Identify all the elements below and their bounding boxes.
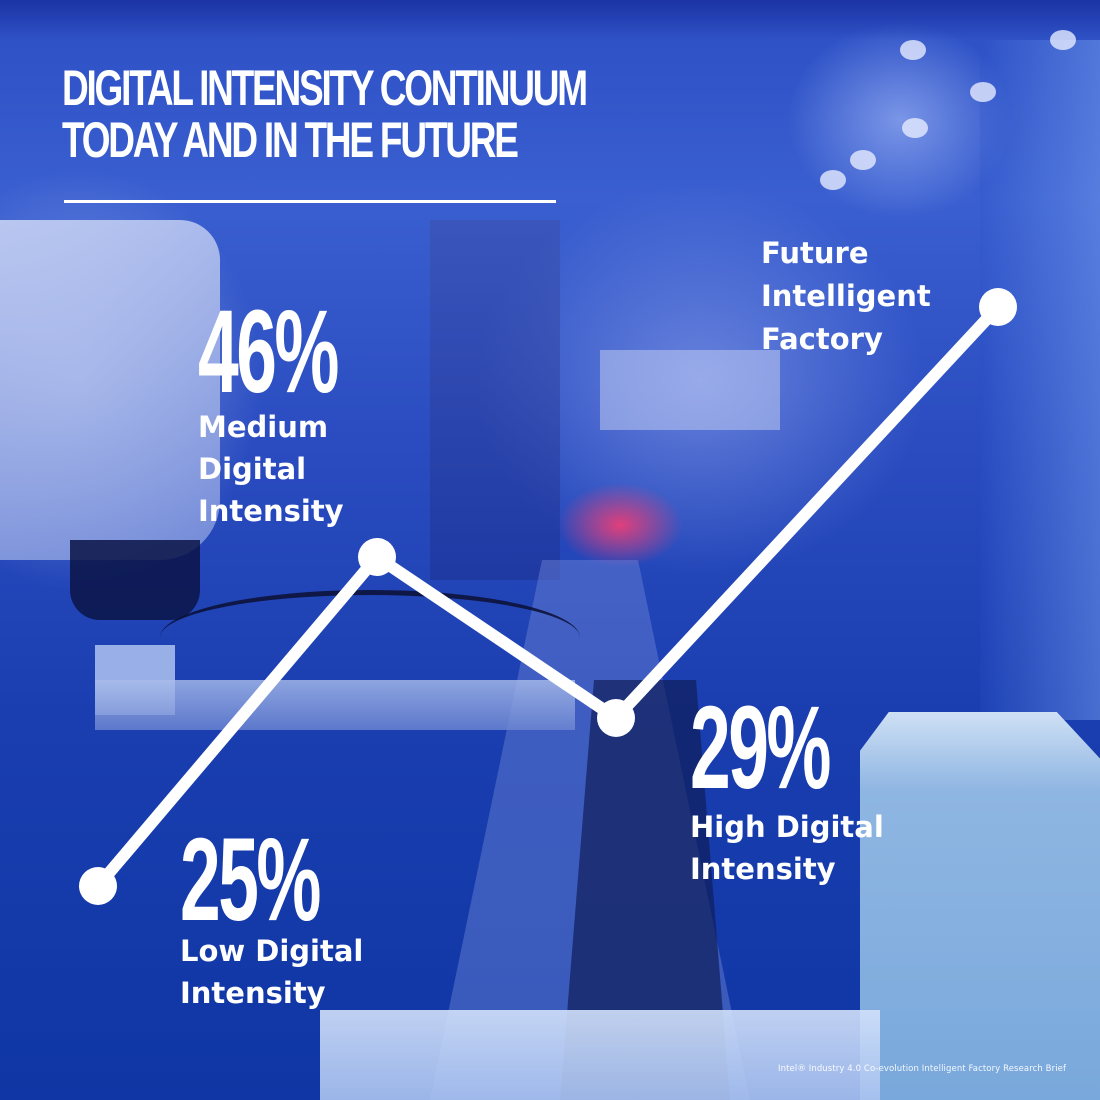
title-line-2: TODAY AND IN THE FUTURE xyxy=(62,112,519,168)
future-intelligent-factory-label: Future Intelligent Factory xyxy=(761,232,931,361)
stat-low-intensity: 25% Low Digital Intensity xyxy=(180,814,404,1014)
future-label-line: Intelligent xyxy=(761,279,931,313)
stat-medium-intensity: 46% Medium Digital Intensity xyxy=(198,286,422,532)
data-point-marker xyxy=(979,288,1017,326)
stat-label: Low Digital Intensity xyxy=(180,934,364,1010)
continuum-line xyxy=(92,301,1004,892)
stat-value: 25% xyxy=(180,814,321,946)
data-point-marker xyxy=(597,699,635,737)
stat-value: 46% xyxy=(198,286,339,418)
stat-high-intensity: 29% High Digital Intensity xyxy=(690,682,914,890)
future-label-line: Future xyxy=(761,236,869,270)
stat-label: Medium Digital Intensity xyxy=(198,410,344,528)
stat-value: 29% xyxy=(690,682,831,814)
chart-markers xyxy=(79,288,1017,905)
data-point-marker xyxy=(358,538,396,576)
data-point-marker xyxy=(79,867,117,905)
title-divider xyxy=(64,200,556,203)
future-label-line: Factory xyxy=(761,322,883,356)
source-footnote: Intel® Industry 4.0 Co-evolution Intelli… xyxy=(778,1064,1067,1074)
stat-label: High Digital Intensity xyxy=(690,810,884,886)
